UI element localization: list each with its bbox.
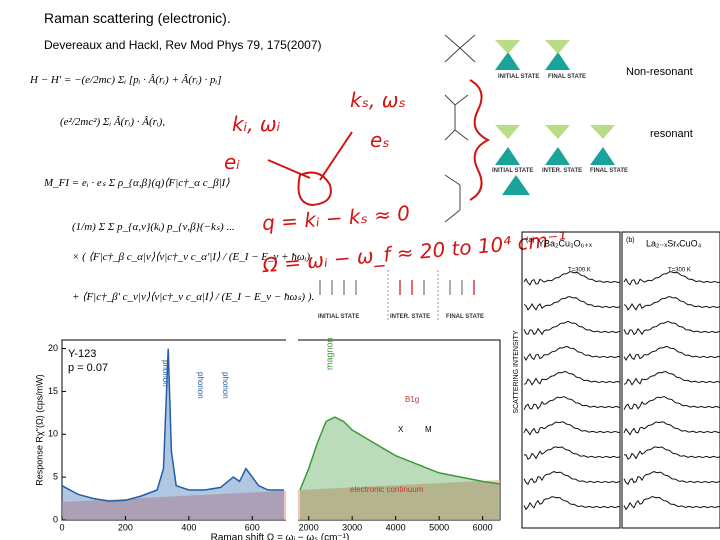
annotation: magnon xyxy=(324,337,334,370)
panel-frame xyxy=(521,231,621,529)
series-line xyxy=(61,348,284,502)
y-tick-label: 20 xyxy=(48,343,58,353)
annotation: p = 0.07 xyxy=(68,362,108,374)
equation: (e²/2mc²) Σᵢ Â(rᵢ) · Â(rᵢ), xyxy=(60,116,166,128)
spectrum-curve xyxy=(623,371,720,386)
axis-break xyxy=(286,338,298,524)
spectra-panel: SCATTERING INTENSITY (a) YBa₂Cu₃O₆₊ₓ (b)… xyxy=(513,231,720,529)
series-area xyxy=(300,417,500,520)
equation: + ⟨F|c†_β' c_ν|ν⟩⟨ν|c†_ν c_α|I⟩ / (E_I −… xyxy=(72,291,315,303)
series-area xyxy=(62,348,284,520)
panel-title: YBa₂Cu₃O₆₊ₓ xyxy=(538,238,592,248)
diagram-label: INTER. STATE xyxy=(542,168,583,174)
panel-frame xyxy=(621,231,720,529)
y-tick-label: 15 xyxy=(48,386,58,396)
panel-label: (b) xyxy=(626,237,635,244)
annotation: phonon xyxy=(196,372,205,399)
spectrum-curve xyxy=(523,421,621,436)
spectrum-curve xyxy=(523,446,621,460)
annotation: X xyxy=(398,425,404,434)
spectrum-curve xyxy=(623,446,720,460)
x-tick-label: 600 xyxy=(245,522,260,532)
handwritten-note: eᵢ xyxy=(224,150,240,174)
continuum-area xyxy=(62,480,500,520)
spectrum-curve xyxy=(623,296,720,311)
annotation: B1g xyxy=(405,395,419,404)
diagram-label: INITIAL STATE xyxy=(318,314,360,320)
annotation: phonon xyxy=(221,372,230,399)
diagram-label: FINAL STATE xyxy=(548,74,586,80)
x-tick-label: 3000 xyxy=(342,522,362,532)
spectrum-curve xyxy=(523,471,621,486)
spectrum-curve xyxy=(623,496,720,511)
annotation: Y-123 xyxy=(68,348,96,360)
handwritten-note: kᵢ, ωᵢ xyxy=(232,112,281,136)
spectrum-curve xyxy=(523,496,621,511)
y-tick-label: 10 xyxy=(48,429,58,439)
x-tick-label: 4000 xyxy=(386,522,406,532)
panel-label: (a) xyxy=(526,237,535,244)
handwritten-note: eₛ xyxy=(370,128,390,152)
handwritten-note: kₛ, ωₛ xyxy=(350,88,406,112)
equation: × ( ⟨F|c†_β c_α|ν⟩⟨ν|c†_ν c_α'|I⟩ / (E_I… xyxy=(72,251,311,263)
spectrum-curve xyxy=(623,396,720,411)
diagram-label: INTER. STATE xyxy=(390,314,431,320)
panel-title: La₂₋ₓSrₓCuO₄ xyxy=(646,238,702,248)
equation: H − H' = −(e/2mc) Σᵢ [pᵢ · Â(rᵢ) + Â(rᵢ)… xyxy=(30,74,222,86)
equation: M_FI = eᵢ · eₛ Σ ρ_{α,β}(q)⟨F|c†_α c_β|I… xyxy=(44,177,230,189)
x-axis-label: Raman shift Ω = ωᵢ − ωₛ (cm⁻¹) xyxy=(211,533,350,540)
x-tick-label: 5000 xyxy=(429,522,449,532)
diagram-label: INITIAL STATE xyxy=(498,74,540,80)
label: Non-resonant xyxy=(626,66,693,78)
spectrum-curve xyxy=(523,396,621,411)
panel-note: T=300 K xyxy=(568,268,591,274)
spectrum-curve xyxy=(523,320,621,336)
diagram-label: FINAL STATE xyxy=(446,314,484,320)
spectrum-curve xyxy=(523,345,621,361)
spectrum-curve xyxy=(623,471,720,486)
x-tick-label: 2000 xyxy=(299,522,319,532)
spectrum-curve xyxy=(523,296,621,311)
y-tick-label: 0 xyxy=(53,514,58,524)
label: resonant xyxy=(650,128,693,140)
citation: Devereaux and Hackl, Rev Mod Phys 79, 17… xyxy=(44,38,322,52)
slide-title: Raman scattering (electronic). xyxy=(44,10,231,26)
spectrum-curve xyxy=(623,320,720,336)
diagram-label: INITIAL STATE xyxy=(492,168,534,174)
diagram-label: FINAL STATE xyxy=(590,168,628,174)
spectrum-curve xyxy=(523,271,621,286)
annotation: electronic continuum xyxy=(350,485,424,494)
spectrum-curve xyxy=(623,271,720,286)
spectrum-curve xyxy=(523,371,621,386)
axis-label: SCATTERING INTENSITY xyxy=(513,330,520,413)
y-tick-label: 5 xyxy=(53,472,58,482)
x-tick-label: 0 xyxy=(59,522,64,532)
spectrum-curve xyxy=(623,421,720,436)
annotation: M xyxy=(425,425,432,434)
y-axis-label: Response Rχ''(Ω) (cps/mW) xyxy=(34,374,44,485)
panel-note: T=300 K xyxy=(668,268,691,274)
annotation: phonon xyxy=(161,360,170,387)
series-line xyxy=(299,416,501,491)
x-tick-label: 200 xyxy=(118,522,133,532)
x-tick-label: 400 xyxy=(181,522,196,532)
equation: (1/m) Σ Σ p_{α,ν}(kᵢ) p_{ν,β}(−kₛ) ... xyxy=(72,221,235,233)
spectrum-curve xyxy=(623,345,720,361)
x-tick-label: 6000 xyxy=(473,522,493,532)
